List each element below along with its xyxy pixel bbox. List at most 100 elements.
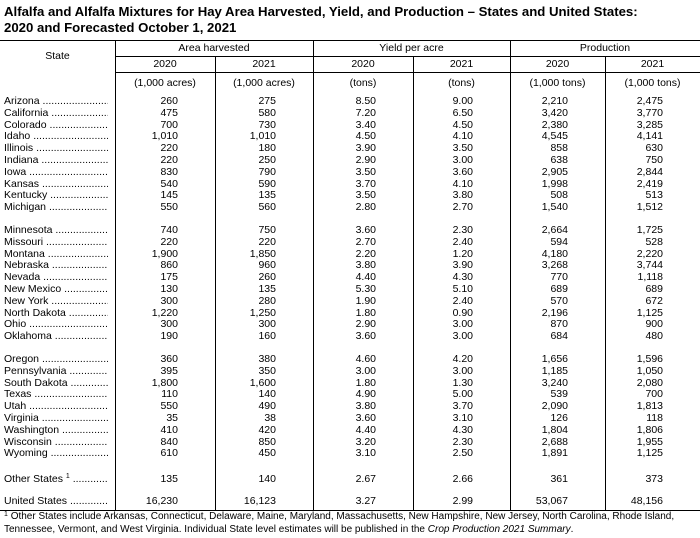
value-cell: 300 xyxy=(258,318,276,331)
value-cell: 5.10 xyxy=(452,283,473,295)
value-cell: 1,804 xyxy=(541,423,568,436)
value-cell: 3.40 xyxy=(355,118,376,131)
value-cell: 513 xyxy=(645,189,663,202)
state-cell: North Dakota xyxy=(4,307,108,319)
value-cell: 135 xyxy=(258,189,276,202)
header-unit: (1,000 acres) xyxy=(233,77,295,89)
value-cell: 2,844 xyxy=(636,165,663,178)
value-cell: 610 xyxy=(160,447,178,460)
value-cell: 1,596 xyxy=(636,353,663,365)
state-cell: Kentucky xyxy=(4,189,108,201)
state-name: Indiana xyxy=(4,154,39,166)
state-cell: Nevada xyxy=(4,271,108,283)
value-cell: 220 xyxy=(258,235,276,248)
value-cell: 16,230 xyxy=(145,495,178,507)
state-cell: Illinois xyxy=(4,142,108,154)
value-cell: 1,955 xyxy=(636,435,663,448)
value-cell: 0.90 xyxy=(452,306,473,319)
value-cell: 3,285 xyxy=(636,118,663,131)
value-cell: 260 xyxy=(160,95,178,107)
value-cell: 3.50 xyxy=(355,165,376,178)
value-cell: 1.80 xyxy=(355,306,376,319)
value-cell: 1,656 xyxy=(541,353,568,365)
value-cell: 1,850 xyxy=(249,247,276,260)
state-name: Other States xyxy=(4,473,63,486)
value-cell: 1,800 xyxy=(151,376,178,389)
value-cell: 490 xyxy=(258,400,276,413)
value-cell: 870 xyxy=(550,318,568,331)
rule xyxy=(0,40,700,41)
value-cell: 672 xyxy=(645,294,663,307)
value-cell: 2.80 xyxy=(355,201,376,214)
footnote-marker: 1 xyxy=(4,511,8,518)
value-cell: 2,905 xyxy=(541,165,568,178)
value-cell: 6.50 xyxy=(452,106,473,119)
value-cell: 560 xyxy=(258,201,276,214)
value-cell: 1,900 xyxy=(151,247,178,260)
state-cell: Missouri xyxy=(4,236,108,248)
value-cell: 1,118 xyxy=(637,271,664,284)
rule xyxy=(115,56,700,57)
value-cell: 7.20 xyxy=(355,106,376,119)
value-cell: 2.70 xyxy=(452,201,473,214)
value-cell: 550 xyxy=(160,201,178,214)
value-cell: 830 xyxy=(160,165,178,178)
value-cell: 180 xyxy=(258,142,276,155)
value-cell: 250 xyxy=(258,154,276,166)
state-name: North Dakota xyxy=(4,306,66,319)
value-cell: 2.40 xyxy=(452,294,473,307)
state-name: Virginia xyxy=(4,412,39,424)
value-cell: 3.00 xyxy=(452,330,473,343)
value-cell: 2.70 xyxy=(355,235,376,248)
value-cell: 450 xyxy=(258,447,276,460)
value-cell: 750 xyxy=(258,224,276,236)
value-cell: 1,512 xyxy=(636,201,663,214)
value-cell: 4.50 xyxy=(355,130,376,143)
value-cell: 3.50 xyxy=(355,189,376,202)
state-name: Texas xyxy=(4,388,32,401)
footnote-end: . xyxy=(570,523,574,535)
state-cell: Pennsylvania xyxy=(4,365,108,377)
state-name: Ohio xyxy=(4,318,27,331)
value-cell: 350 xyxy=(258,364,276,377)
value-cell: 2,220 xyxy=(636,247,663,260)
header-year: 2020 xyxy=(153,58,177,70)
value-cell: 3.80 xyxy=(355,259,376,272)
value-cell: 4.10 xyxy=(452,130,473,143)
value-cell: 4.20 xyxy=(452,353,473,365)
state-name: Illinois xyxy=(4,142,34,155)
value-cell: 1,998 xyxy=(541,177,568,190)
value-cell: 528 xyxy=(645,235,663,248)
value-cell: 570 xyxy=(550,294,568,307)
value-cell: 3.00 xyxy=(355,364,376,377)
value-cell: 275 xyxy=(258,95,276,107)
value-cell: 475 xyxy=(160,106,178,119)
value-cell: 580 xyxy=(258,106,276,119)
value-cell: 4,545 xyxy=(541,130,568,143)
value-cell: 3.00 xyxy=(452,154,473,166)
state-name: New York xyxy=(4,294,49,307)
rule xyxy=(0,510,700,511)
value-cell: 684 xyxy=(550,330,568,343)
value-cell: 280 xyxy=(258,294,276,307)
value-cell: 2.50 xyxy=(452,447,473,460)
value-cell: 3,770 xyxy=(636,106,663,119)
value-cell: 2.20 xyxy=(355,247,376,260)
state-cell: Other States 1 xyxy=(4,473,108,485)
value-cell: 2,090 xyxy=(541,400,568,413)
value-cell: 35 xyxy=(166,412,178,424)
state-name: Michigan xyxy=(4,201,47,214)
footnote-marker: 1 xyxy=(65,473,70,481)
value-cell: 2.90 xyxy=(355,154,376,166)
value-cell: 3.20 xyxy=(355,435,376,448)
value-cell: 420 xyxy=(258,423,276,436)
value-cell: 1,220 xyxy=(151,306,178,319)
value-cell: 1,806 xyxy=(636,423,663,436)
value-cell: 1,050 xyxy=(636,364,663,377)
value-cell: 4,141 xyxy=(636,130,663,143)
value-cell: 2.67 xyxy=(355,473,376,486)
value-cell: 3.10 xyxy=(355,447,376,460)
state-name: Arizona xyxy=(4,95,40,107)
state-cell: South Dakota xyxy=(4,377,108,389)
header-group: Yield per acre xyxy=(379,42,444,54)
